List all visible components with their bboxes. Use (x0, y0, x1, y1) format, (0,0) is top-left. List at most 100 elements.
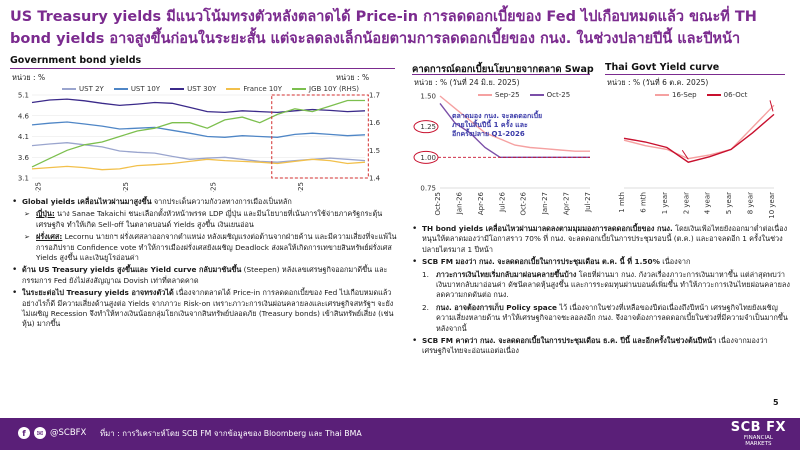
chart3-xtick: 4 year (704, 192, 712, 214)
right-marker: 2. (422, 302, 429, 312)
chart1-unit-right: หน่วย : % (336, 73, 370, 82)
chart1-legend-item-3: France 10Y (226, 85, 282, 93)
chart2-ytick: 1.00 (420, 154, 436, 162)
chart2-ytick: 0.75 (420, 185, 436, 193)
facebook-icon[interactable]: f (18, 427, 30, 439)
scbfx-logo: SCB FX FINANCIAL MARKETS (731, 420, 786, 447)
right-item-0: TH bond yields เคลื่อนไหวผ่านมาลดลงตามมุ… (412, 224, 790, 255)
social-handle[interactable]: @SCBFX (50, 428, 87, 438)
chart2-legend: Sep-25 Oct-25 (478, 91, 570, 99)
left-item-2: ➢ ฝรั่งเศส: Lecornu นายกฯ ฝรั่งเศสลาออกจา… (12, 232, 397, 263)
right-body-text: โดยที่ผ่านมา กนง. กังวลเรื่องภาวะการเงิน… (436, 269, 790, 300)
chart3-legend-label: 06-Oct (723, 91, 748, 99)
chart3-arrow-down-long (769, 100, 774, 112)
right-body-text: เนื่องจาก (659, 257, 691, 267)
chart3-legend-label: 16-Sep (672, 91, 697, 99)
chart2-legend-item-1: Oct-25 (529, 91, 571, 99)
page-number: 5 (773, 398, 779, 407)
chart1-series-line (31, 121, 366, 138)
chart1-legend-swatch (113, 88, 128, 90)
chart2-xtick: Jul-26 (498, 191, 506, 212)
chart3-xtick: 1 mth (618, 192, 626, 213)
left-marker: ➢ (24, 233, 30, 242)
chart1-legend-item-1: UST 10Y (113, 85, 161, 93)
chart3-xtick: 1 year (661, 192, 669, 214)
chart1-xtick: Oct-25 (297, 182, 305, 192)
chart1-ytick-left: 4.6 (18, 112, 30, 120)
chart1-legend-item-4: JGB 10Y (RHS) (292, 85, 359, 93)
chart1-unit-left: หน่วย : % (12, 73, 46, 82)
right-item-2: 1. ภาวะการเงินไทยเริ่มกลับมาผ่อนคลายขึ้นบ… (412, 270, 790, 301)
chart2-xtick: Jan-26 (455, 191, 463, 215)
chart2-legend-label: Oct-25 (546, 91, 571, 99)
chart2-plot: 0.75 1.00 1.25 1.50 Oct-25 Jan-26 Apr-26 Jul-26… (413, 93, 592, 216)
left-item-4: ในระยะต่อไป Treasury yields อาจทรงตัวได้… (12, 288, 397, 330)
footer-bar: f ✉ @SCBFX ที่มา : การวิเคราะห์โดย SCB F… (0, 418, 800, 450)
chart2-series-line (439, 95, 590, 152)
chart1-series-line (31, 99, 365, 168)
chart3-legend: 16-Sep 06-Oct (655, 91, 747, 99)
chart1-legend-label: UST 10Y (130, 85, 161, 93)
social-handles: f ✉ @SCBFX (18, 427, 86, 439)
chart2-rule (412, 74, 590, 75)
right-bold-text: TH bond yields เคลื่อนไหวผ่านมาลดลงตามมุ… (422, 224, 673, 233)
chart2-highlight-circle (413, 120, 439, 134)
right-bold-text: กนง. อาจต้องการเก็บ Policy space (436, 302, 557, 312)
chart1-ytick-left: 5.1 (18, 92, 29, 100)
chart2-ytick: 1.25 (420, 123, 436, 131)
left-body-text: (Steepen) หลังเลขเศรษฐกิจออกมาดีขึ้น และ… (22, 265, 388, 285)
right-item-3: 2. กนง. อาจต้องการเก็บ Policy space ไว้ เ… (412, 303, 790, 334)
chart2-title: คาดการณ์ดอกเบี้ยนโยบายจากตลาด Swap (412, 64, 594, 75)
chart3-xtick: 2 year (682, 192, 690, 214)
right-bold-text: SCB FM มองว่า กนง. จะลดดอกเบี้ยในการประช… (422, 257, 660, 267)
chart1-plot: 3.1 3.6 4.1 4.6 5.1 1.4 1.5 1.6 1.7 Jul-25 Aug-25 S… (18, 92, 381, 192)
right-bold-text: SCB FM คาดว่า กนง. จะลดดอกเบี้ยในการประช… (422, 336, 717, 346)
chart3-legend-swatch (706, 94, 721, 96)
chart3-rule (605, 74, 785, 75)
chart1-ytick-right: 1.6 (369, 119, 381, 127)
chart2-xtick: Oct-25 (434, 192, 442, 216)
chart1-rule (10, 68, 395, 69)
left-lead: ญี่ปุ่น: (36, 209, 55, 219)
left-item-1: ➢ ญี่ปุ่น: นาง Sanae Takaichi ชนะเลือกตั้… (12, 209, 397, 230)
chart1-legend-swatch (62, 88, 76, 90)
left-bold-text: ด้าน US Treasury yields สูงขึ้นและ Yield… (22, 265, 242, 275)
chart1-xtick: Sep-25 (210, 182, 218, 192)
left-marker: ➢ (24, 210, 30, 219)
chart3-series-line (623, 113, 775, 163)
right-body-text: เนื่องจากมองว่าเศรษฐกิจไทยจะอ่อนแอต่อเนื… (422, 336, 768, 356)
chart2-legend-item-0: Sep-25 (478, 91, 520, 99)
left-body-text: เนื่องจากตลาดได้ Price-in การลดดอกเบี้ยข… (22, 288, 394, 329)
chart3-legend-item-1: 06-Oct (706, 91, 748, 99)
chart3-legend-item-0: 16-Sep (655, 91, 697, 99)
chart2-xtick: Jan-27 (541, 192, 549, 215)
chart1-series-line (31, 98, 366, 114)
chart1-ytick-left: 3.6 (18, 154, 30, 162)
line-icon[interactable]: ✉ (34, 427, 46, 439)
chart1-legend-swatch (170, 88, 185, 90)
left-item-3: ด้าน US Treasury yields สูงขึ้นและ Yield… (12, 265, 397, 286)
chart2-legend-swatch (529, 94, 544, 96)
left-bold-text: ในระยะต่อไป Treasury yields อาจทรงตัวได้ (22, 288, 174, 298)
chart1-xtick: Jul-25 (35, 182, 43, 192)
chart3-xtick: 10 year (768, 192, 776, 219)
chart1-legend-item-0: UST 2Y (62, 85, 104, 93)
chart2-annotation-line: อีกครั้งปลาย Q1-2026 (451, 127, 525, 138)
left-body-text: Lecornu นายกฯ ฝรั่งเศสลาออกจากตำแหน่ง หล… (36, 232, 397, 263)
chart3-unit: หน่วย : % (วันที่ 6 ต.ค. 2025) (607, 78, 709, 87)
chart2-legend-swatch (478, 94, 492, 96)
right-bold-text: ภาวะการเงินไทยเริ่มกลับมาผ่อนคลายขึ้นบ้า… (436, 269, 577, 279)
chart1-legend-label: JGB 10Y (RHS) (309, 85, 359, 93)
chart1-legend: UST 2Y UST 10Y UST 30Y France 10Y JGB 10Y (R… (62, 85, 359, 93)
chart1-ytick-right: 1.7 (369, 92, 380, 100)
chart2-legend-label: Sep-25 (495, 91, 520, 99)
chart2-xtick: Apr-26 (477, 191, 485, 215)
right-marker: 1. (422, 269, 429, 279)
page-headline: US Treasury yields มีแนวโน้มทรงตัวหลังตล… (10, 9, 757, 47)
chart1-ytick-left: 3.1 (18, 175, 29, 183)
chart3-arrow-down (681, 149, 689, 160)
right-commentary: TH bond yields เคลื่อนไหวผ่านมาลดลงตามมุ… (412, 224, 790, 359)
chart1-series-line (31, 158, 366, 171)
chart2-xtick: Jul-27 (584, 192, 592, 213)
chart2-ytick: 1.50 (420, 93, 436, 101)
